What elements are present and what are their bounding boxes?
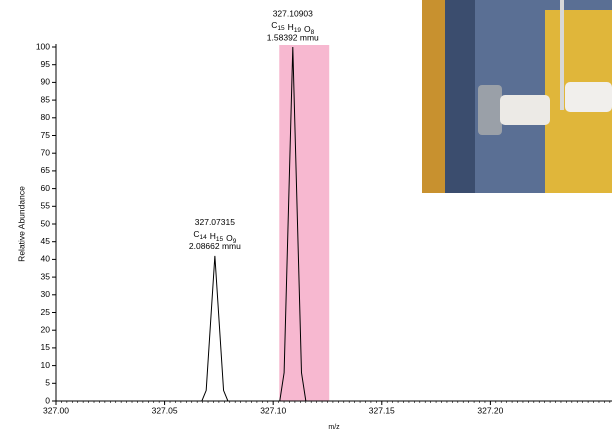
y-tick-label: 60	[41, 183, 51, 193]
element-count: 15	[277, 25, 285, 32]
x-tick-label: 327.05	[152, 405, 178, 415]
photo-cap	[565, 82, 612, 112]
element-count: 9	[233, 238, 237, 245]
element-count: 8	[311, 29, 315, 36]
peak-error-label: 1.58392 mmu	[267, 32, 319, 42]
photo-wire	[560, 0, 564, 110]
peak-formula: C14 H15 O9	[193, 229, 236, 244]
y-tick-label: 65	[41, 165, 51, 175]
y-tick-label: 40	[41, 254, 51, 264]
element-symbol: H	[210, 231, 216, 241]
y-tick-label: 35	[41, 271, 51, 281]
element-count: 19	[294, 27, 302, 34]
x-tick-label: 327.00	[43, 405, 69, 415]
peak-formula: C15 H19 O8	[271, 20, 314, 35]
y-tick-label: 15	[41, 342, 51, 352]
element-symbol: H	[288, 22, 294, 32]
y-tick-label: 50	[41, 218, 51, 228]
element-count: 14	[200, 234, 208, 241]
photo-shadow	[445, 0, 475, 193]
peak-mass-label: 327.10903	[273, 8, 313, 18]
y-tick-label: 45	[41, 236, 51, 246]
highlight-band	[279, 45, 330, 401]
y-tick-label: 0	[45, 395, 50, 405]
photo-cylinder	[500, 95, 550, 125]
element-symbol: O	[226, 233, 233, 243]
y-tick-label: 55	[41, 201, 51, 211]
peak-error-label: 2.08662 mmu	[189, 241, 241, 251]
y-tick-label: 90	[41, 77, 51, 87]
photo-inset	[422, 0, 612, 193]
y-tick-label: 95	[41, 59, 51, 69]
y-tick-label: 25	[41, 307, 51, 317]
y-tick-label: 100	[36, 41, 50, 51]
y-axis-label: Relative Abundance	[16, 186, 26, 262]
y-tick-label: 5	[45, 378, 50, 388]
y-tick-label: 85	[41, 94, 51, 104]
y-tick-label: 10	[41, 360, 51, 370]
element-count: 15	[216, 236, 224, 243]
peak-mass-label: 327.07315	[195, 217, 235, 227]
x-tick-label: 327.20	[477, 405, 503, 415]
x-tick-label: 327.10	[260, 405, 286, 415]
y-tick-label: 20	[41, 324, 51, 334]
element-symbol: C	[271, 20, 277, 30]
y-tick-label: 80	[41, 112, 51, 122]
element-symbol: C	[193, 229, 199, 239]
y-tick-label: 70	[41, 147, 51, 157]
spectrum-line	[56, 46, 612, 402]
x-axis-label: m/z	[328, 424, 340, 431]
element-symbol: O	[304, 24, 311, 34]
photo-nut	[478, 85, 502, 135]
y-tick-label: 75	[41, 130, 51, 140]
x-tick-label: 327.15	[369, 405, 395, 415]
y-tick-label: 30	[41, 289, 51, 299]
